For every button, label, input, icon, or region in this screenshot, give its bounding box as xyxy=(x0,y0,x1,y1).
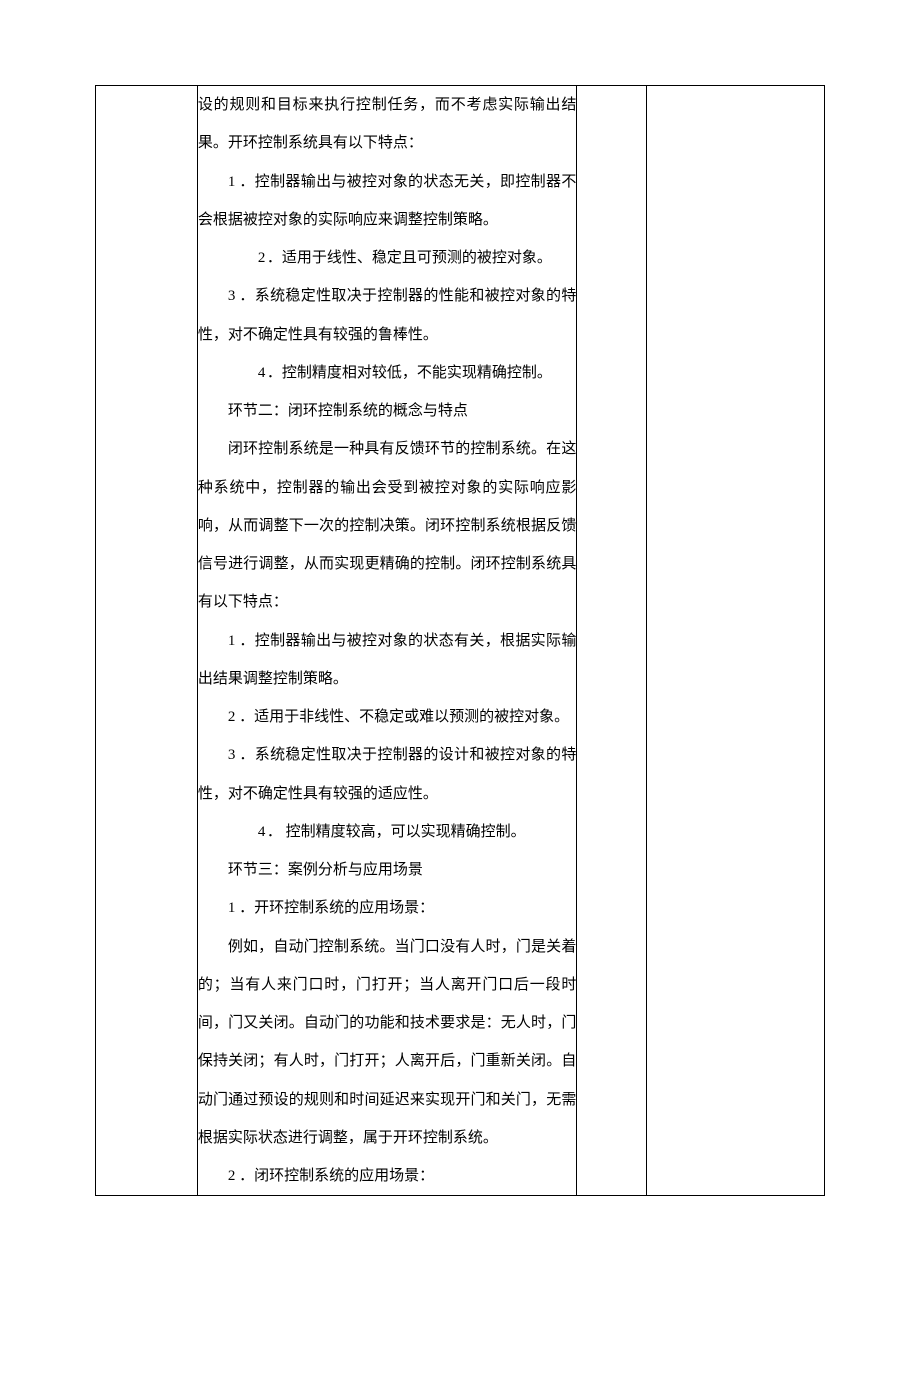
closed-loop-point-2: 2 ．适用于非线性、不稳定或难以预测的被控对象。 xyxy=(198,698,577,736)
num-2: 2 xyxy=(228,239,267,277)
document-table: 设的规则和目标来执行控制任务，而不考虑实际输出结果。开环控制系统具有以下特点： … xyxy=(95,85,825,1196)
closed-loop-point-1: 1 ．控制器输出与被控对象的状态有关，根据实际输出结果调整控制策略。 xyxy=(198,622,577,699)
open-loop-point-4-text: ．控制精度相对较低，不能实现精确控制。 xyxy=(267,365,552,381)
section-3-title: 环节三：案例分析与应用场景 xyxy=(198,851,577,889)
column-right-narrow xyxy=(577,86,647,1196)
closed-loop-point-4: 4． 控制精度较高，可以实现精确控制。 xyxy=(198,813,577,851)
column-right-wide xyxy=(647,86,825,1196)
open-loop-point-4: 4．控制精度相对较低，不能实现精确控制。 xyxy=(198,354,577,392)
num-4: 4 xyxy=(228,354,267,392)
open-loop-point-2: 2．适用于线性、稳定且可预测的被控对象。 xyxy=(198,239,577,277)
num-4b: 4 xyxy=(228,813,267,851)
case-open-loop-body: 例如，自动门控制系统。当门口没有人时，门是关着的；当有人来门口时，门打开；当人离… xyxy=(198,928,577,1158)
closed-loop-point-3: 3 ．系统稳定性取决于控制器的设计和被控对象的特性，对不确定性具有较强的适应性。 xyxy=(198,736,577,813)
case-open-loop-title: 1 ．开环控制系统的应用场景： xyxy=(198,889,577,927)
case-closed-loop-title: 2 ．闭环控制系统的应用场景： xyxy=(198,1157,577,1195)
column-left xyxy=(96,86,198,1196)
column-content: 设的规则和目标来执行控制任务，而不考虑实际输出结果。开环控制系统具有以下特点： … xyxy=(197,86,577,1196)
closed-loop-intro: 闭环控制系统是一种具有反馈环节的控制系统。在这种系统中，控制器的输出会受到被控对… xyxy=(198,430,577,621)
open-loop-point-2-text: ．适用于线性、稳定且可预测的被控对象。 xyxy=(267,250,552,266)
section-2-title: 环节二：闭环控制系统的概念与特点 xyxy=(198,392,577,430)
open-loop-point-3: 3 ．系统稳定性取决于控制器的性能和被控对象的特性，对不确定性具有较强的鲁棒性。 xyxy=(198,277,577,354)
paragraph-intro: 设的规则和目标来执行控制任务，而不考虑实际输出结果。开环控制系统具有以下特点： xyxy=(198,86,577,163)
open-loop-point-1: 1 ．控制器输出与被控对象的状态无关，即控制器不会根据被控对象的实际响应来调整控… xyxy=(198,163,577,240)
closed-loop-point-4-text: ． 控制精度较高，可以实现精确控制。 xyxy=(267,824,526,840)
